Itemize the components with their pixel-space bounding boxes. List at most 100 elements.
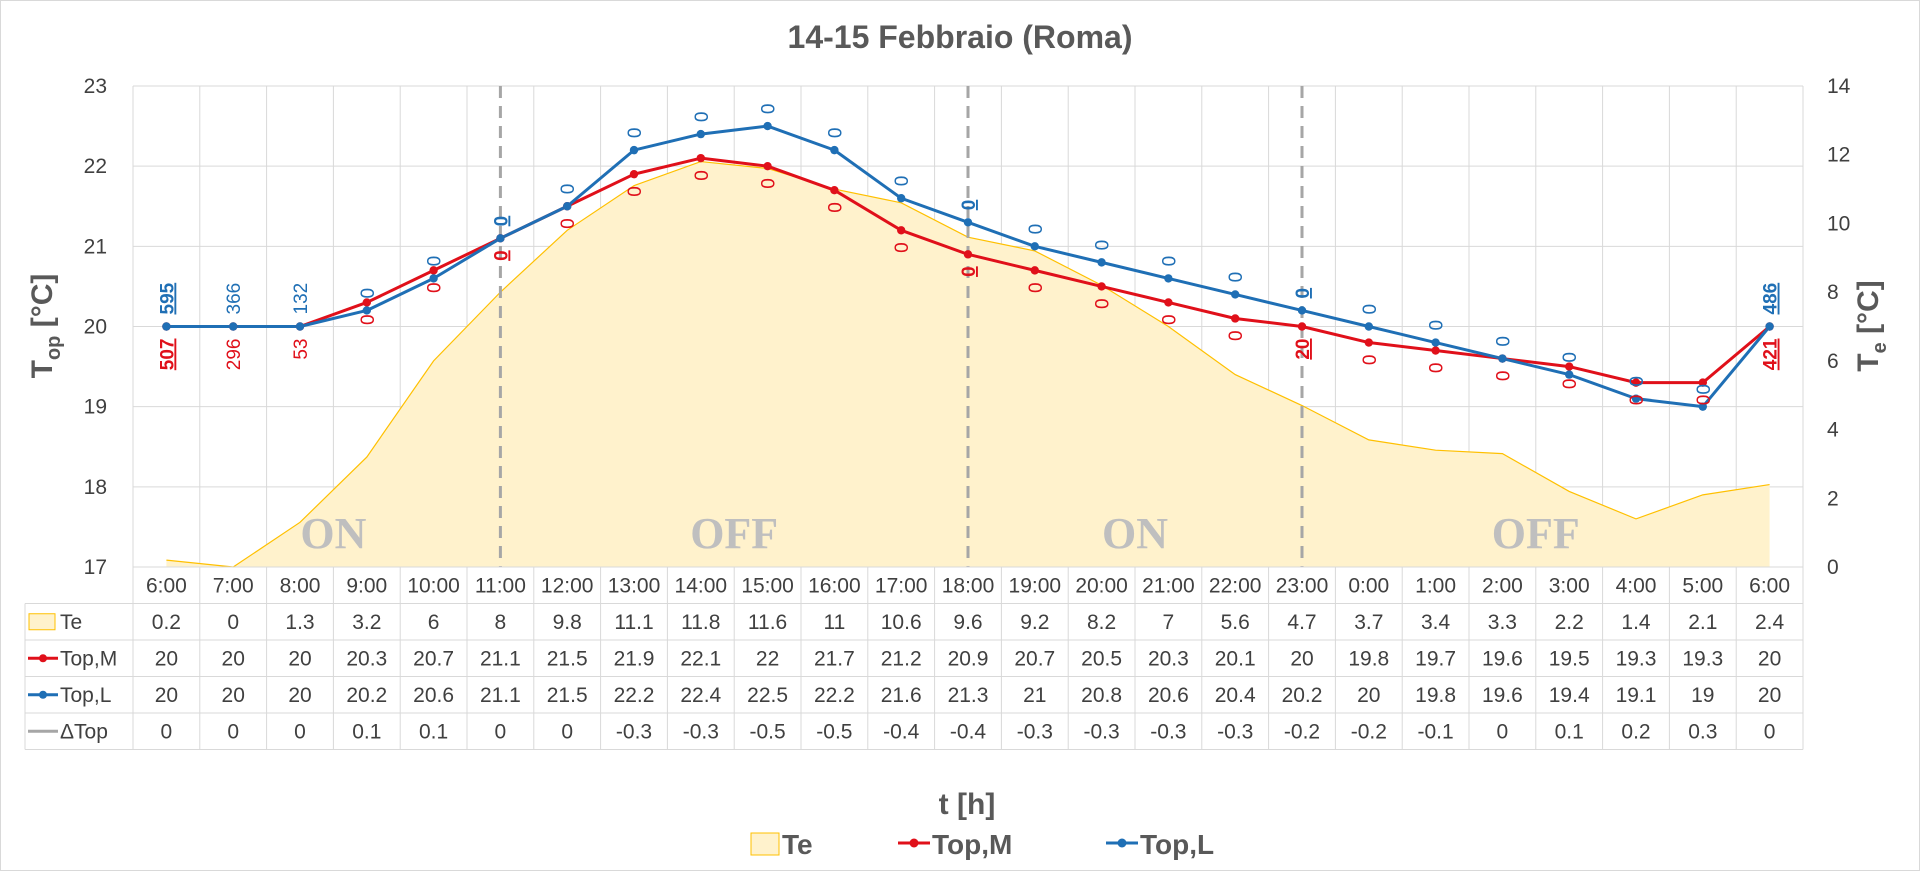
series-point [1765,322,1774,331]
table-key-te [28,613,56,631]
point-label: 486 [1761,283,1782,315]
series-point [763,121,772,131]
table-cell: 0 [294,720,306,743]
table-cell: 22.2 [814,684,855,707]
table-cell: 20 [1758,684,1781,707]
table-cell: 4.7 [1287,611,1316,634]
series-point [830,186,839,195]
table-cell: 20 [288,684,311,707]
point-label: 0 [1226,272,1247,283]
y-right-title-main: T [1852,353,1885,371]
table-cell: 19.7 [1415,647,1456,670]
point-label: 0 [1226,330,1247,341]
y-left-tick-label: 19 [84,396,107,419]
x-tick-label: 6:00 [1749,574,1790,597]
x-tick-label: 4:00 [1616,574,1657,597]
table-cell: 1.4 [1621,611,1651,634]
point-label: 507 [157,339,178,371]
table-cell: -0.3 [616,720,652,743]
legend-marker-top-l [1117,838,1127,848]
table-cell: 20.6 [1148,684,1189,707]
legend-item-top-l: Top,L [1106,829,1214,860]
table-cell: 22 [756,647,779,670]
point-label: 0 [959,200,980,211]
table-cell: 20.7 [413,647,454,670]
table-cell: 21 [1023,684,1046,707]
table-cell: 5.6 [1221,611,1250,634]
table-cell: -0.5 [750,720,786,743]
point-label: 0 [825,202,846,213]
y-left-tick-label: 23 [84,75,107,98]
point-label: 53 [291,339,312,360]
point-label: 0 [1493,371,1514,382]
table-cell: 21.6 [881,684,922,707]
x-tick-label: 13:00 [608,574,661,597]
legend: Te Top,M Top,L [750,829,1214,860]
legend-marker-top-m [909,838,919,848]
legend-item-top-m: Top,M [898,829,1012,860]
point-label: 0 [892,242,913,253]
series-point [1498,354,1507,363]
point-label: 0 [1427,363,1448,374]
x-tick-label: 15:00 [741,574,794,597]
y-right-tick-label: 6 [1827,350,1839,373]
series-point [362,298,371,307]
legend-label-top-m: Top,M [932,829,1012,860]
series-point [1631,394,1641,403]
table-cell: 7 [1163,611,1175,634]
table-cell: 9.6 [953,611,982,634]
point-label: 0 [1293,288,1314,299]
x-tick-label: 16:00 [808,574,861,597]
table-cell: 3.4 [1421,611,1451,634]
table-cell: 3.7 [1354,611,1383,634]
table-cell: 11.6 [748,611,787,634]
x-tick-label: 0:00 [1348,574,1389,597]
y-left-title-sub: op [43,336,65,360]
table-cell: 2.1 [1688,611,1717,634]
table-cell: 20 [222,684,245,707]
point-label: 132 [291,283,312,315]
table-cell: 20 [155,684,178,707]
table-cell: 20.6 [413,684,454,707]
x-tick-label: 6:00 [146,574,187,597]
y-right-axis-title: Te [°C] [1852,280,1891,371]
y-right-tick-label: 8 [1827,281,1839,304]
table-cell: 0.1 [419,720,448,743]
table-cell: 19.8 [1415,684,1456,707]
table-row-header: ΔTop [60,720,108,743]
series-point [963,218,973,227]
table-cell: -0.3 [1084,720,1120,743]
series-point [429,274,438,283]
table-cell: 21.5 [547,684,588,707]
table-cell: 3.2 [352,611,381,634]
y-right-tick-label: 10 [1827,212,1850,235]
y-left-tick-label: 21 [84,235,107,258]
table-cell: 20.7 [1014,647,1055,670]
x-tick-label: 3:00 [1549,574,1590,597]
phase-label: ON [1102,509,1168,558]
table-cell: 20.2 [346,684,387,707]
table-cell: 1.3 [285,611,314,634]
table-cell: 19 [1691,684,1714,707]
x-tick-label: 19:00 [1009,574,1062,597]
x-tick-label: 14:00 [675,574,728,597]
series-point [1631,378,1641,387]
series-point [229,322,238,331]
table-cell: 0 [227,720,239,743]
table-key-marker [39,690,47,699]
table-cell: -0.2 [1351,720,1387,743]
table-cell: -0.3 [1017,720,1053,743]
legend-label-top-l: Top,L [1140,829,1214,860]
table-cell: 9.2 [1020,611,1049,634]
axis-ticks: 17 18 19 20 21 22 23 0 2 4 6 8 10 12 14 [84,75,1851,579]
table-cell: 0.2 [152,611,181,634]
table-cell: -0.3 [1150,720,1186,743]
series-point [1698,378,1708,387]
x-tick-label: 20:00 [1075,574,1128,597]
series-point [1431,338,1440,347]
series-point [1097,282,1106,291]
phase-label: OFF [690,509,778,558]
point-label: 0 [1694,395,1715,406]
point-label: 0 [558,184,579,195]
